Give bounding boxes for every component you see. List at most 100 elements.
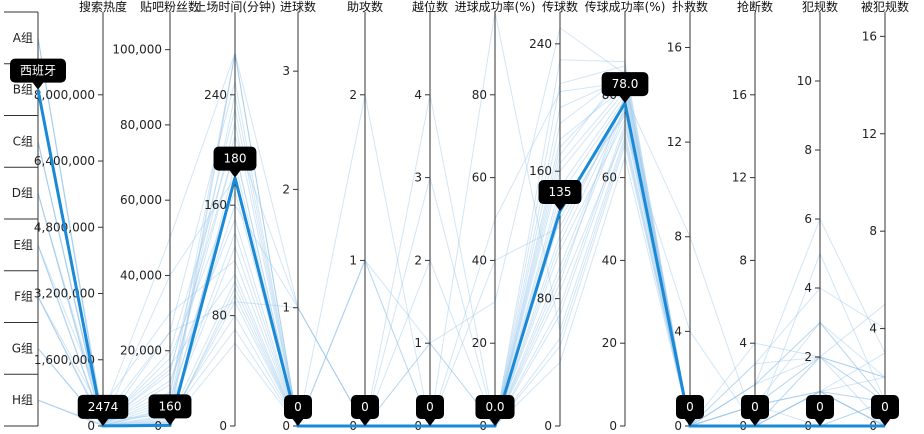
tooltip-time: 180 [213,146,257,178]
axis-search: 搜索热度01,600,0003,200,0004,800,0006,400,00… [34,0,127,433]
background-lines [37,11,886,428]
tooltip-pointer [32,81,44,90]
tooltip-saves: 0 [676,395,704,426]
category-label: F组 [14,290,33,304]
tick-label: 240 [529,37,552,51]
tick-label: 2 [414,253,422,267]
tooltip-label: 0 [686,400,694,414]
tooltip-label: 160 [159,399,182,413]
series-line-23 [37,101,886,427]
tick-label: 80 [537,292,552,306]
tick-label: 0 [674,419,682,433]
axis-title-tackles: 抢断数 [737,0,773,14]
tooltip-shot_rate: 0.0 [475,395,515,426]
tick-label: 40,000 [120,268,162,282]
tooltip-box [676,395,704,419]
tick-label: 0 [544,419,552,433]
tick-label: 240 [204,88,227,102]
tooltip-assists: 0 [351,395,379,426]
axis-title-fans: 贴吧粉丝数 [140,0,200,14]
axis-fouled: 被犯规数 0 4 8 12 16 [861,0,909,433]
tooltip-pointer [554,203,566,212]
tooltip-box [871,395,899,419]
tick-label: 10 [797,74,812,88]
tick-label: 80,000 [120,118,162,132]
tick-label: 40 [602,253,617,267]
tooltip-box [538,180,582,205]
axis-title-saves: 扑救数 [672,0,708,14]
tooltip-pointer [292,418,304,426]
tick-label: 0 [609,419,617,433]
tick-label: 20,000 [120,344,162,358]
tick-label: 4 [869,322,877,336]
series-line-28 [37,65,886,427]
tooltip-fans: 160 [148,394,192,426]
tick-label: 2 [804,350,812,364]
series-line-24 [37,37,885,427]
tooltip-label: 135 [549,185,572,199]
tick-label: 2 [349,88,357,102]
axis-assists: 助攻数 0 1 2 [347,0,383,433]
tick-label: 8,000,000 [34,88,95,102]
axis-time: 上场时间(分钟) 0 80 160 240 [194,0,275,433]
tooltip-label: 西班牙 [20,64,56,78]
axis-goals: 进球数 0 1 2 3 [280,0,316,433]
tick-label: 16 [862,29,877,43]
tooltip-label: 0 [816,400,824,414]
axis-title-fouls: 犯规数 [802,0,838,14]
tooltip-pointer [229,169,241,178]
tooltip-label: 2474 [88,400,119,414]
tick-label: 8 [869,224,877,238]
tick-label: 20 [472,336,487,350]
tooltip-label: 0 [361,400,369,414]
tooltip-box [416,395,444,419]
axis-offside: 越位数 0 1 2 3 4 [412,0,448,433]
tick-label: 4 [414,88,422,102]
tick-label: 16 [667,40,682,54]
tick-label: 160 [529,164,552,178]
tooltip-box [9,58,67,83]
tooltip-pointer [164,417,176,426]
tick-label: 0 [282,419,290,433]
tick-label: 0 [219,419,227,433]
category-label: B组 [13,83,33,97]
category-label: A组 [13,31,33,45]
tick-label: 4 [674,324,682,338]
tooltip-pointer [749,418,761,426]
tooltip-label: 0 [751,400,759,414]
axis-title-shot_rate: 进球成功率(%) [455,0,536,14]
tooltip-box [741,395,769,419]
tooltip-pointer [619,95,631,104]
tooltip-pointer [359,418,371,426]
tick-label: 80 [472,88,487,102]
tick-label: 8 [674,230,682,244]
tick-label: 2 [282,182,290,196]
tooltip-pointer [684,418,696,426]
tooltip-label: 0 [881,400,889,414]
tooltip-label: 0 [294,400,302,414]
series-line-4 [37,94,886,427]
category-label: E组 [13,238,33,252]
tick-label: 12 [667,135,682,149]
tick-label: 40 [472,253,487,267]
axis-title-pass_rate: 传球成功率(%) [585,0,666,14]
tooltip-box [351,395,379,419]
axis-saves: 扑救数 0 4 8 12 16 [667,0,708,433]
series-line-20 [37,121,885,427]
series-line-16 [37,37,886,427]
tick-label: 1 [414,336,422,350]
tooltip-box [77,394,129,419]
tooltip-box [475,395,515,419]
axis-title-assists: 助攻数 [347,0,383,14]
tooltip-goals: 0 [284,395,312,426]
tooltip-box [148,394,192,419]
tooltip-tackles: 0 [741,395,769,426]
tick-label: 100,000 [112,43,162,57]
tick-label: 12 [862,127,877,141]
tooltip-group: 西班牙 [9,58,67,90]
tooltip-box [284,395,312,419]
tooltip-search: 2474 [77,394,129,426]
